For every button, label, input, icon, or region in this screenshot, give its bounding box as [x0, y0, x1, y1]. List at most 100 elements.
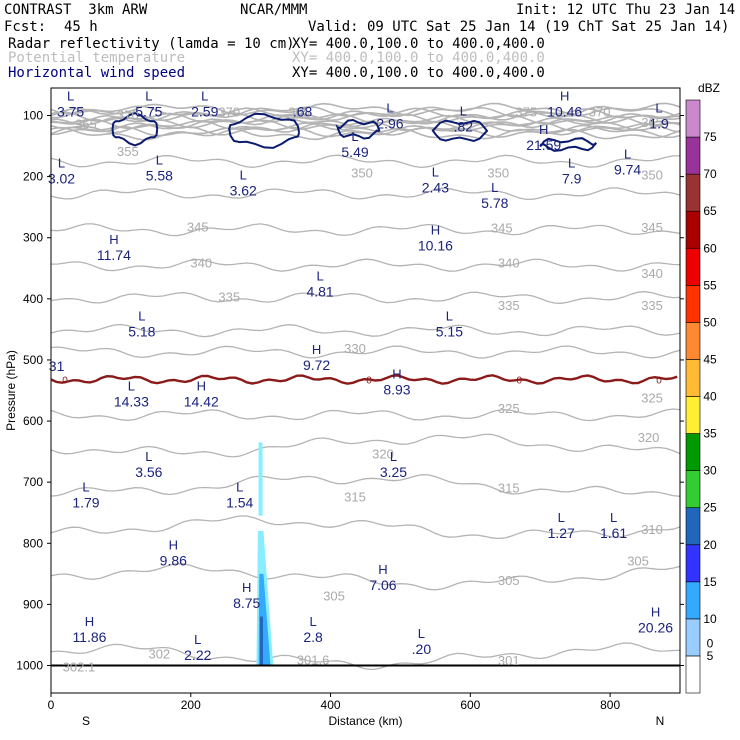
- field-xy-theta: XY= 400.0,100.0 to 400.0,400.0: [292, 50, 545, 66]
- colorbar-label: 75: [703, 130, 717, 144]
- colorbar-swatch: [685, 544, 701, 583]
- reflectivity-upper: [258, 442, 263, 516]
- wind-extremum-marker: L: [446, 308, 453, 323]
- wind-extremum-marker: H: [169, 537, 178, 552]
- colorbar-swatch: [685, 655, 701, 694]
- theta-label: 320: [372, 447, 394, 462]
- wind-extremum-value: .20: [412, 641, 432, 657]
- wind-contour: [335, 118, 381, 140]
- colorbar-label: 55: [703, 278, 717, 292]
- wind-extremum-value: 10.46: [547, 103, 582, 119]
- wind-extremum-value: 8.75: [233, 595, 260, 611]
- colorbar-swatch: [685, 173, 701, 212]
- field-xy-wind: XY= 400.0,100.0 to 400.0,400.0: [292, 65, 545, 81]
- theta-label: 301.6: [297, 653, 330, 668]
- theta-label: 370: [589, 104, 611, 119]
- colorbar-swatch: [685, 285, 701, 323]
- freezing-level-line: [51, 374, 678, 385]
- theta-label: 315: [498, 480, 520, 495]
- colorbar-unit: dBZ: [698, 81, 720, 95]
- wind-extremum-marker: H: [560, 88, 569, 103]
- y-tick-label: 200: [23, 170, 43, 184]
- theta-label: 370: [218, 104, 240, 119]
- wind-extremum-value: 2.96: [376, 116, 403, 132]
- y-tick-label: 400: [23, 292, 43, 306]
- field-name-reflectivity: Radar reflectivity (lamda = 10 cm): [8, 36, 295, 52]
- forecast-label: Fcst:: [4, 19, 47, 35]
- theta-label: 335: [218, 290, 240, 305]
- wind-extremum-value: 5.75: [135, 103, 162, 119]
- colorbar-label: 10: [703, 612, 717, 626]
- theta-contour: [51, 114, 680, 129]
- wind-extremum-marker: H: [109, 232, 118, 247]
- freezing-level-label: 0: [656, 376, 662, 387]
- theta-contour: [51, 258, 680, 272]
- wind-extremum-value: 8.93: [383, 381, 410, 397]
- theta-label: 350: [487, 166, 509, 181]
- wind-extremum-marker: L: [624, 146, 631, 161]
- theta-contour: [51, 515, 680, 540]
- x-tick-label: 200: [181, 698, 201, 712]
- reflectivity-lower-15: [259, 616, 263, 666]
- wind-extremum-value: 1.9: [649, 116, 669, 132]
- colorbar-label: 20: [703, 538, 717, 552]
- theta-label: 370: [117, 108, 139, 123]
- colorbar-swatch: [685, 433, 701, 471]
- plot-content: [51, 102, 680, 671]
- wind-extremum-value: 2.8: [303, 629, 323, 645]
- theta-label: 345: [491, 221, 513, 236]
- x-end-label-right: N: [656, 714, 665, 728]
- colorbar-label: 15: [703, 575, 717, 589]
- theta-label: 301: [498, 653, 520, 668]
- x-tick-label: 600: [460, 698, 480, 712]
- theta-label: 345: [187, 219, 209, 234]
- theta-label: 365: [641, 115, 663, 130]
- wind-extremum-marker: L: [316, 269, 323, 284]
- wind-contour: [228, 112, 301, 149]
- wind-extremum-value: 7.9: [562, 171, 582, 187]
- theta-label: 305: [498, 573, 520, 588]
- wind-extremum-marker: H: [85, 614, 94, 629]
- wind-extremum-marker: H: [242, 580, 251, 595]
- wind-extremum-value: 31: [49, 358, 65, 374]
- y-tick-label: 700: [23, 475, 43, 489]
- field-xy-reflectivity: XY= 400.0,100.0 to 400.0,400.0: [292, 36, 545, 52]
- colorbar-label: 25: [703, 501, 717, 515]
- wind-extremum-value: 5.58: [146, 167, 173, 183]
- wind-extremum-marker: L: [309, 614, 316, 629]
- theta-label: 335: [498, 298, 520, 313]
- theta-label: 375: [515, 104, 537, 119]
- wind-extremum-value: 3.02: [48, 171, 75, 187]
- field-name-wind: Horizontal wind speed: [8, 65, 186, 81]
- wind-extremum-value: 3.56: [135, 464, 162, 480]
- wind-extremum-marker: H: [651, 605, 660, 620]
- wind-extremum-marker: L: [655, 101, 662, 116]
- wind-extremum-value: .68: [293, 103, 313, 119]
- wind-extremum-value: 1.54: [226, 494, 253, 510]
- theta-contour: [51, 345, 680, 359]
- wind-extremum-marker: L: [558, 510, 565, 525]
- freezing-level-label: 0: [366, 376, 372, 387]
- wind-extremum-marker: H: [378, 562, 387, 577]
- freezing-level-label: 0: [516, 376, 522, 387]
- theta-label: 302: [148, 647, 170, 662]
- theta-label: 365: [75, 117, 97, 132]
- theta-contour: [51, 474, 680, 497]
- colorbar-label: 0: [707, 636, 714, 650]
- wind-extremum-value: 2.59: [191, 103, 218, 119]
- wind-extremum-value: 14.33: [114, 394, 149, 410]
- wind-extremum-value: 5.15: [436, 323, 463, 339]
- wind-extremum-marker: H: [312, 342, 321, 357]
- colorbar-swatch: [685, 99, 701, 138]
- wind-extremum-marker: L: [418, 626, 425, 641]
- wind-extremum-value: 9.72: [303, 357, 330, 373]
- theta-label: 330: [344, 341, 366, 356]
- wind-extremum-marker: H: [539, 122, 548, 137]
- theta-label: 350: [641, 167, 663, 182]
- wind-extremum-marker: L: [491, 180, 498, 195]
- wind-extremum-value: 11.86: [72, 629, 106, 645]
- theta-contour: [51, 122, 680, 136]
- theta-contour: [51, 562, 680, 591]
- wind-extremum-value: 21.59: [526, 137, 561, 153]
